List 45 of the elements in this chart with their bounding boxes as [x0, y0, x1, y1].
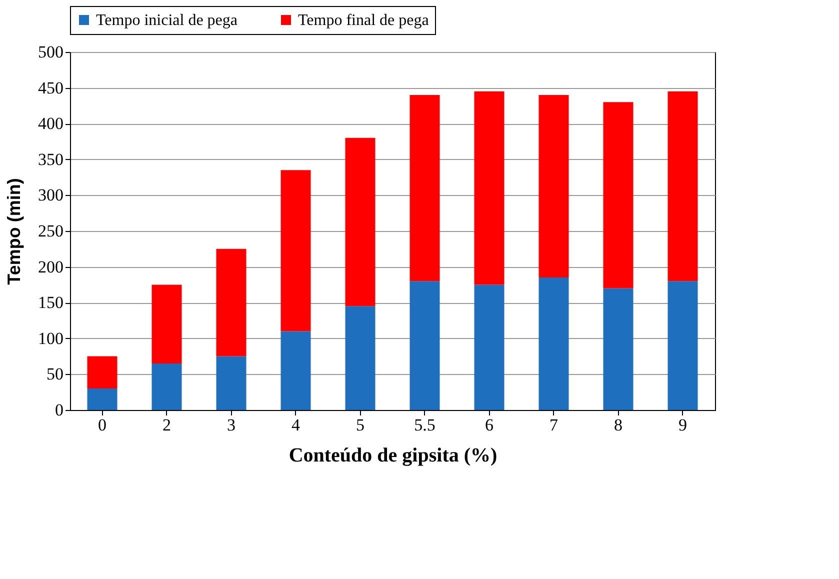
y-tick-label: 200 — [38, 257, 64, 276]
x-tick-label: 7 — [550, 416, 558, 434]
x-tick-label: 6 — [485, 416, 494, 434]
y-tick-label: 50 — [46, 364, 64, 384]
bar — [603, 102, 634, 288]
y-axis-title: Tempo (min) — [4, 178, 24, 285]
bar — [474, 91, 504, 285]
bar — [87, 356, 118, 389]
bar — [345, 138, 376, 306]
x-tick-label: 4 — [292, 416, 300, 434]
bar — [280, 331, 311, 410]
y-tick-label: 150 — [38, 293, 64, 312]
legend-label: Tempo inicial de pega — [96, 12, 238, 29]
legend-label: Tempo final de pega — [298, 12, 429, 29]
bar — [603, 288, 634, 410]
bar — [345, 306, 376, 410]
y-tick-label: 450 — [38, 78, 64, 98]
x-axis-title: Conteúdo de gipsita (%) — [288, 444, 498, 466]
y-tick-label: 500 — [38, 42, 64, 62]
bar — [410, 281, 440, 410]
bar — [538, 278, 569, 410]
x-tick-label: 8 — [614, 416, 622, 434]
x-tick-label: 0 — [98, 416, 106, 434]
y-tick-label: 250 — [38, 222, 64, 240]
bar — [216, 248, 246, 356]
y-tick-label: 400 — [38, 114, 64, 134]
y-tick-label: 300 — [38, 186, 64, 205]
bar — [152, 363, 182, 410]
y-tick-label: 100 — [38, 328, 64, 348]
bar — [216, 356, 246, 410]
y-tick-label: 0 — [55, 400, 64, 420]
bar — [410, 94, 440, 282]
x-tick-label: 5 — [356, 416, 364, 434]
bar — [538, 94, 569, 278]
x-tick-label: 9 — [678, 416, 687, 434]
bar — [280, 170, 311, 332]
x-tick-label: 3 — [227, 416, 236, 434]
bar — [474, 284, 504, 410]
bar — [668, 91, 698, 282]
bar — [668, 281, 698, 410]
x-tick-label: 5.5 — [414, 416, 436, 434]
bar — [152, 284, 182, 364]
y-tick-label: 350 — [38, 150, 64, 169]
bar — [87, 388, 118, 410]
x-tick-label: 2 — [162, 416, 171, 434]
